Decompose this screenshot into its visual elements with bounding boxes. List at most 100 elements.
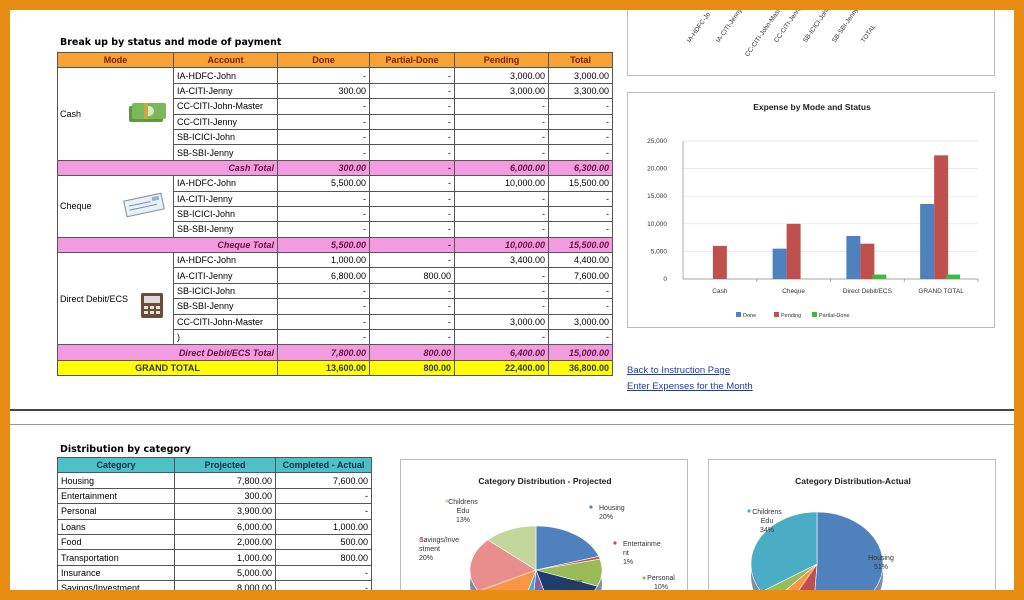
mode-cell[interactable]: Cheque (57, 175, 174, 238)
pie-slice[interactable] (478, 569, 537, 590)
subtotal-value[interactable]: - (369, 159, 455, 177)
subtotal-value[interactable]: 10,000.00 (454, 236, 549, 254)
subtotal-value[interactable]: 6,400.00 (454, 344, 549, 361)
value-cell[interactable]: - (454, 221, 549, 238)
value-cell[interactable]: 3,000.00 (548, 313, 613, 331)
grand-total-value[interactable]: 22,400.00 (454, 359, 549, 377)
account-cell[interactable]: CC-CITI-John-Master (173, 98, 278, 115)
account-cell[interactable]: SB-SBI-Jenny (173, 221, 278, 238)
bar-pending[interactable] (786, 223, 801, 279)
subtotal-label[interactable]: Cash Total (57, 159, 278, 177)
value-cell[interactable]: 10,000.00 (454, 175, 549, 192)
pie-slice[interactable] (772, 563, 818, 590)
actual-cell[interactable]: - (275, 564, 372, 582)
account-cell[interactable]: IA-HDFC-John (173, 252, 278, 269)
projected-cell[interactable]: 6,000.00 (174, 518, 276, 535)
value-cell[interactable]: - (369, 221, 455, 238)
back-to-instruction-link[interactable]: Back to Instruction Page (627, 365, 730, 376)
value-cell[interactable]: 3,000.00 (454, 313, 549, 331)
actual-cell[interactable]: 1,000.00 (275, 518, 372, 535)
value-cell[interactable]: - (277, 282, 370, 300)
value-cell[interactable]: - (369, 128, 455, 146)
subtotal-value[interactable]: 6,000.00 (454, 159, 549, 177)
projected-cell[interactable]: 5,000.00 (174, 564, 276, 582)
account-cell[interactable]: IA-CITI-Jenny (173, 190, 278, 207)
value-cell[interactable]: - (369, 113, 455, 130)
col-header-account[interactable]: Account (173, 51, 278, 69)
bar-pending[interactable] (934, 155, 949, 279)
value-cell[interactable]: - (548, 329, 613, 346)
mode-cell[interactable]: Direct Debit/ECS (57, 252, 174, 346)
account-cell[interactable]: SB-SBI-Jenny (173, 298, 278, 315)
value-cell[interactable]: - (369, 282, 455, 300)
subtotal-value[interactable]: 6,300.00 (548, 159, 613, 177)
account-cell[interactable]: SB-ICICI-John (173, 282, 278, 300)
value-cell[interactable]: 800.00 (369, 267, 455, 284)
category-cell[interactable]: Transportation (57, 549, 175, 566)
value-cell[interactable]: - (454, 282, 549, 300)
account-cell[interactable]: SB-ICICI-John (173, 205, 278, 223)
grand-total-value[interactable]: 36,800.00 (548, 359, 613, 377)
pie-slice[interactable] (750, 511, 818, 590)
projected-cell[interactable]: 1,000.00 (174, 549, 276, 566)
col-header-mode[interactable]: Mode (57, 51, 174, 69)
pie-slice[interactable] (487, 525, 537, 571)
value-cell[interactable]: - (277, 329, 370, 346)
pie-slice[interactable] (813, 511, 884, 590)
pie-slice[interactable] (532, 569, 553, 590)
account-cell[interactable]: IA-HDFC-John (173, 67, 278, 84)
account-cell[interactable]: SB-ICICI-John (173, 128, 278, 146)
value-cell[interactable]: - (369, 329, 455, 346)
col-header-category[interactable]: Category (57, 456, 175, 474)
category-cell[interactable]: Personal (57, 503, 175, 520)
value-cell[interactable]: - (277, 190, 370, 207)
value-cell[interactable]: - (369, 313, 455, 331)
bar-done[interactable] (920, 203, 935, 279)
value-cell[interactable]: 3,300.00 (548, 82, 613, 100)
value-cell[interactable]: - (454, 205, 549, 223)
value-cell[interactable]: - (369, 67, 455, 84)
mode-cell[interactable]: Cash (57, 67, 174, 161)
pie-slice[interactable] (469, 539, 537, 590)
value-cell[interactable]: - (369, 252, 455, 269)
col-header-completed-actual[interactable]: Completed - Actual (275, 456, 372, 474)
subtotal-value[interactable]: 5,500.00 (277, 236, 370, 254)
subtotal-value[interactable]: - (369, 236, 455, 254)
projected-cell[interactable]: 3,900.00 (174, 503, 276, 520)
subtotal-label[interactable]: Direct Debit/ECS Total (57, 344, 278, 361)
grand-total-label[interactable]: GRAND TOTAL (57, 359, 278, 377)
value-cell[interactable]: - (277, 98, 370, 115)
value-cell[interactable]: - (369, 190, 455, 207)
projected-cell[interactable]: 7,800.00 (174, 472, 276, 489)
value-cell[interactable]: - (454, 190, 549, 207)
value-cell[interactable]: - (369, 82, 455, 100)
value-cell[interactable]: - (548, 205, 613, 223)
projected-cell[interactable]: 2,000.00 (174, 533, 276, 551)
subtotal-value[interactable]: 15,000.00 (548, 344, 613, 361)
value-cell[interactable]: 6,800.00 (277, 267, 370, 284)
value-cell[interactable]: - (548, 128, 613, 146)
value-cell[interactable]: 7,600.00 (548, 267, 613, 284)
value-cell[interactable]: 1,000.00 (277, 252, 370, 269)
value-cell[interactable]: - (277, 298, 370, 315)
actual-cell[interactable]: 800.00 (275, 549, 372, 566)
value-cell[interactable]: 3,000.00 (454, 67, 549, 84)
col-header-partial-done[interactable]: Partial-Done (369, 51, 455, 69)
value-cell[interactable]: - (454, 329, 549, 346)
value-cell[interactable]: - (277, 313, 370, 331)
enter-expenses-link[interactable]: Enter Expenses for the Month (627, 381, 753, 392)
value-cell[interactable]: - (454, 128, 549, 146)
value-cell[interactable]: - (369, 175, 455, 192)
value-cell[interactable]: - (277, 113, 370, 130)
category-cell[interactable]: Insurance (57, 564, 175, 582)
projected-cell[interactable]: 8,000.00 (174, 580, 276, 590)
value-cell[interactable]: - (454, 267, 549, 284)
bar-partial-done[interactable] (872, 274, 887, 279)
actual-cell[interactable]: 500.00 (275, 533, 372, 551)
category-cell[interactable]: Food (57, 533, 175, 551)
bar-pending[interactable] (860, 243, 875, 279)
account-cell[interactable]: CC-CITI-John-Master (173, 313, 278, 331)
value-cell[interactable]: - (277, 221, 370, 238)
value-cell[interactable]: 3,400.00 (454, 252, 549, 269)
account-cell[interactable]: ) (173, 329, 278, 346)
